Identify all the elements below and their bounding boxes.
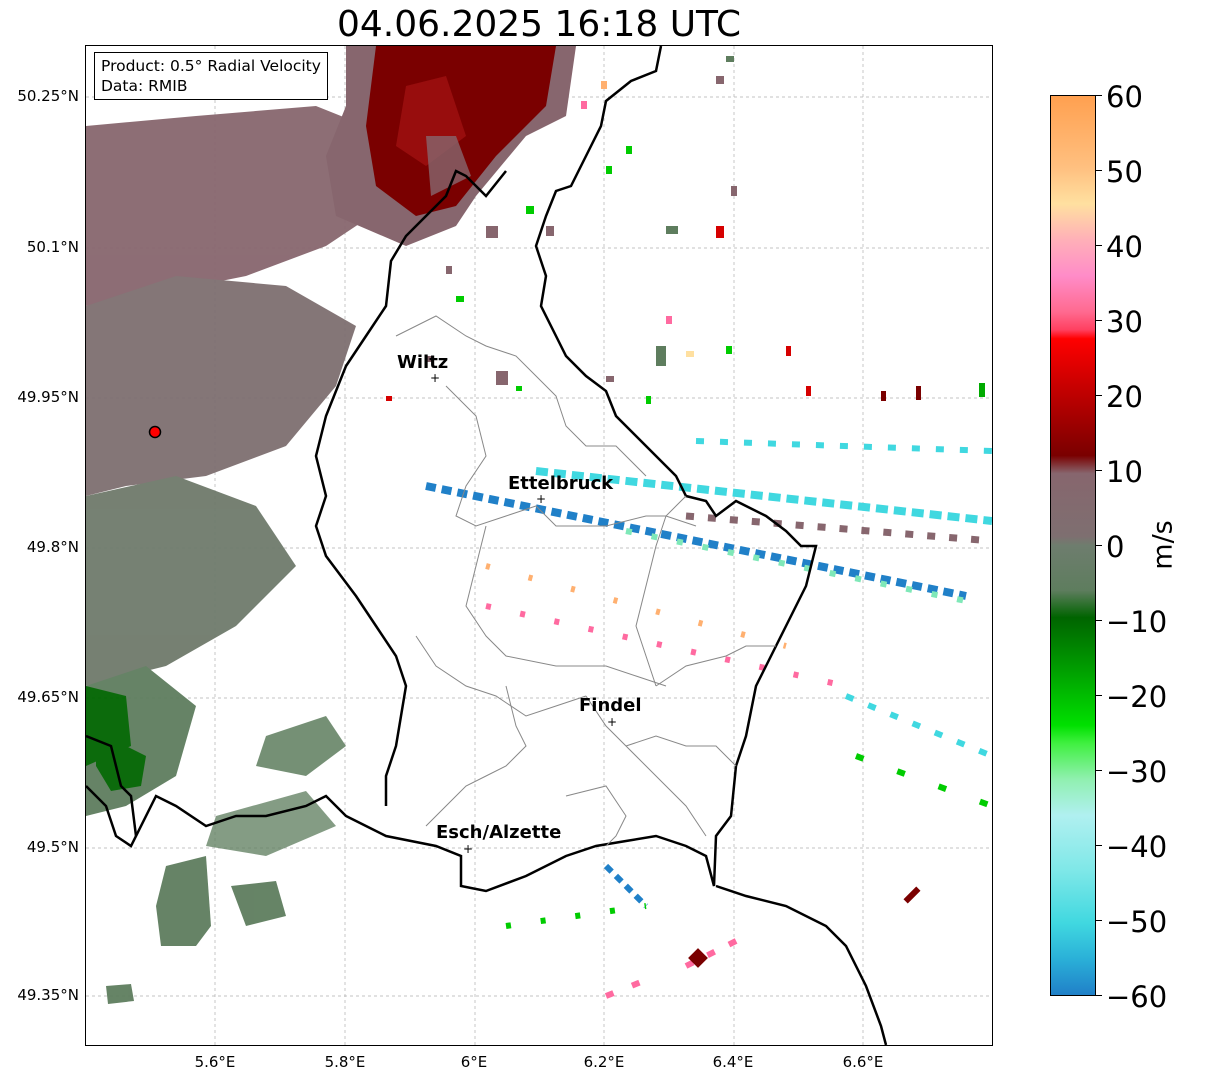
city-findel: Findel + (579, 695, 642, 729)
product-label: Product: 0.5° Radial Velocity (101, 57, 321, 75)
city-label: Findel (579, 695, 642, 716)
city-label: Esch/Alzette (436, 822, 561, 843)
country-border (715, 884, 888, 1045)
colorbar-tick (1096, 470, 1102, 471)
colorbar-tick-label: 40 (1106, 230, 1143, 264)
city-wiltz: Wiltz + (397, 352, 448, 385)
echo-cell (903, 886, 921, 904)
radar-echoes-near-site (86, 106, 416, 1004)
lon-tick-label: 6°E (460, 1053, 488, 1071)
city-marker-icon: + (430, 371, 440, 385)
colorbar-tick-label: −40 (1106, 830, 1168, 864)
city-label: Ettelbruck (508, 473, 614, 494)
colorbar-tick-label: −50 (1106, 905, 1168, 939)
colorbar-tick (1096, 545, 1102, 546)
radar-map-canvas: Wiltz + Ettelbruck + Findel + Esch/Alzet… (86, 46, 992, 1045)
colorbar-tick-label: 10 (1106, 455, 1143, 489)
lon-tick-label: 5.8°E (324, 1053, 366, 1071)
lat-tick-label: 49.95°N (17, 388, 79, 406)
canton-borders (395, 315, 776, 847)
country-border (314, 169, 507, 806)
colorbar-tick (1096, 770, 1102, 771)
lat-tick-label: 49.8°N (26, 538, 79, 556)
colorbar-tick-label: −60 (1106, 980, 1168, 1014)
colorbar-tick (1096, 845, 1102, 846)
colorbar-tick (1096, 170, 1102, 171)
radar-echoes-radial-streak (425, 438, 992, 999)
colorbar-tick-label: −10 (1106, 605, 1168, 639)
lat-tick-label: 50.1°N (26, 238, 79, 256)
data-source-label: Data: RMIB (101, 77, 188, 95)
colorbar-tick-label: −20 (1106, 680, 1168, 714)
map-title: 04.06.2025 16:18 UTC (336, 4, 742, 45)
colorbar-tick (1096, 695, 1102, 696)
product-info-box: Product: 0.5° Radial Velocity Data: RMIB (94, 52, 328, 100)
city-esch-alzette: Esch/Alzette + (436, 822, 561, 856)
country-border (86, 734, 138, 837)
velocity-colorbar (1050, 95, 1096, 996)
city-marker-icon: + (463, 842, 473, 856)
lon-tick-label: 6.2°E (583, 1053, 625, 1071)
colorbar-tick (1096, 395, 1102, 396)
radar-site-marker (148, 425, 162, 439)
colorbar-tick (1096, 245, 1102, 246)
colorbar-tick-label: −30 (1106, 755, 1168, 789)
lat-tick-label: 50.25°N (17, 87, 79, 105)
city-label: Wiltz (397, 352, 448, 373)
colorbar-unit-label: m/s (1147, 520, 1179, 570)
city-marker-icon: + (536, 492, 546, 506)
radar-echoes-scattered (386, 56, 985, 404)
lon-tick-label: 6.6°E (842, 1053, 884, 1071)
colorbar-tick (1096, 920, 1102, 921)
colorbar-tick-label: 0 (1106, 530, 1125, 564)
city-ettelbruck: Ettelbruck + (508, 473, 614, 506)
colorbar-tick (1096, 320, 1102, 321)
lat-tick-label: 49.5°N (26, 838, 79, 856)
lat-tick-label: 49.35°N (17, 986, 79, 1004)
city-marker-icon: + (607, 715, 617, 729)
colorbar-tick-label: 20 (1106, 380, 1143, 414)
colorbar-tick (1096, 95, 1102, 96)
lat-tick-label: 49.65°N (17, 688, 79, 706)
lon-tick-label: 5.6°E (194, 1053, 236, 1071)
colorbar-tick (1096, 995, 1102, 996)
radar-map: Wiltz + Ettelbruck + Findel + Esch/Alzet… (85, 45, 993, 1046)
colorbar-tick-label: 60 (1106, 80, 1143, 114)
echo-cell (688, 948, 708, 968)
colorbar-tick-label: 50 (1106, 155, 1143, 189)
lon-tick-label: 6.4°E (712, 1053, 754, 1071)
colorbar-tick (1096, 620, 1102, 621)
colorbar-tick-label: 30 (1106, 305, 1143, 339)
radar-echoes-north (326, 46, 576, 246)
